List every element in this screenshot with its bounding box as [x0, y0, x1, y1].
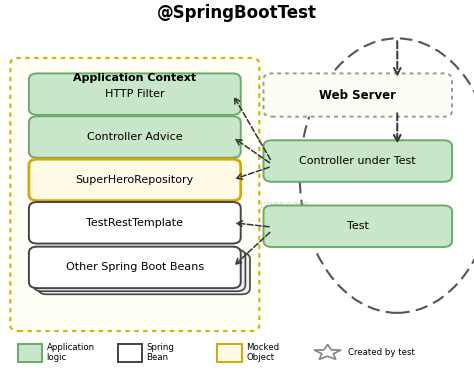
Text: SuperHeroRepository: SuperHeroRepository [76, 175, 194, 185]
Text: Other Spring Boot Beans: Other Spring Boot Beans [66, 262, 204, 273]
FancyBboxPatch shape [29, 74, 241, 115]
Text: Created by test: Created by test [348, 348, 415, 357]
Text: Controller under Test: Controller under Test [300, 156, 416, 166]
FancyBboxPatch shape [29, 116, 241, 158]
FancyBboxPatch shape [29, 159, 241, 201]
FancyBboxPatch shape [18, 344, 42, 362]
Polygon shape [314, 345, 341, 359]
FancyBboxPatch shape [264, 74, 452, 116]
FancyBboxPatch shape [29, 247, 241, 288]
FancyBboxPatch shape [264, 205, 452, 247]
Text: Spring
Bean: Spring Bean [146, 343, 174, 362]
Text: Application Context: Application Context [73, 73, 196, 83]
FancyBboxPatch shape [10, 58, 259, 331]
Text: Mocked
Object: Mocked Object [246, 343, 279, 362]
FancyBboxPatch shape [29, 202, 241, 244]
Text: Web Server: Web Server [319, 89, 396, 101]
Text: TestRestTemplate: TestRestTemplate [86, 218, 183, 228]
FancyBboxPatch shape [34, 250, 246, 291]
FancyBboxPatch shape [118, 344, 142, 362]
Text: Application
logic: Application logic [46, 343, 95, 362]
Text: Controller Advice: Controller Advice [87, 132, 182, 142]
FancyBboxPatch shape [38, 253, 250, 294]
Text: Test: Test [347, 221, 369, 231]
FancyBboxPatch shape [218, 344, 242, 362]
Text: HTTP Filter: HTTP Filter [105, 89, 164, 99]
FancyBboxPatch shape [264, 140, 452, 182]
Title: @SpringBootTest: @SpringBootTest [157, 4, 317, 22]
Text: ThePracticalDeveloper.com: ThePracticalDeveloper.com [166, 200, 308, 210]
